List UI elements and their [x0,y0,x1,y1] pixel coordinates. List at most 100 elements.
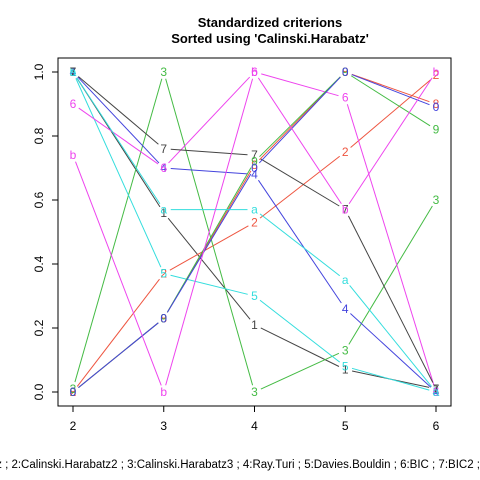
series-segment-b [348,77,433,205]
data-point-3: 3 [70,382,77,396]
data-point-b: b [160,385,167,399]
data-point-4: 4 [433,385,440,399]
series-segment-3 [74,78,163,383]
series-segment-4 [77,76,160,164]
data-point-8: 8 [70,385,77,399]
axes: 2 3 4 5 60.00.20.40.60.81.0 [32,63,439,433]
x-tick-label: 2 [70,419,77,433]
chart-title-line1: Standardized criterions [198,15,342,30]
data-point-7: 7 [433,382,440,396]
data-point-6: 6 [70,97,77,111]
data-point-8: 8 [342,65,349,79]
x-tick-label: 4 [251,419,258,433]
data-point-a: a [342,273,349,287]
data-point-6: 6 [251,65,258,79]
data-point-8: 8 [251,158,258,172]
series-segment-5 [170,274,248,295]
data-point-b: b [251,65,258,79]
y-tick-label: 0.8 [32,127,46,144]
series-segment-7 [260,158,340,207]
series-segment-0 [166,173,252,313]
data-point-1: 1 [251,318,258,332]
series-segment-5 [259,299,341,363]
chart-footer: 1:Calinski.Harabatz ; 2:Calinski.Harabat… [0,459,480,471]
data-point-7: 7 [342,203,349,217]
series-segment-4 [170,167,248,175]
series-segment-3 [260,352,340,390]
data-point-3: 3 [433,193,440,207]
data-point-5: 5 [160,267,167,281]
series-segment-6 [78,107,159,165]
data-point-1: 1 [160,206,167,220]
data-point-4: 4 [342,302,349,316]
x-tick-label: 6 [433,419,440,433]
data-point-a: a [160,203,167,217]
y-tick-label: 0.6 [32,191,46,208]
data-point-6: 6 [342,91,349,105]
data-point-9: 9 [70,385,77,399]
series-segment-b [257,77,342,205]
series-segment-b [75,161,162,386]
series-segment-b [165,78,254,386]
data-point-0: 0 [70,385,77,399]
data-point-3: 3 [342,343,349,357]
series-segment-9 [350,75,431,127]
series-segment-a [349,285,432,387]
data-point-0: 0 [160,311,167,325]
data-point-7: 7 [251,148,258,162]
data-point-3: 3 [251,385,258,399]
data-point-5: 5 [70,65,77,79]
series-segment-6 [261,73,339,97]
series-segment-7 [78,76,159,145]
data-point-b: b [70,148,77,162]
data-point-a: a [70,65,77,79]
series-segment-2 [169,225,249,271]
series-segment-6 [346,104,435,386]
chart-title-line2: Sorted using 'Calinski.Harabatz' [171,31,369,46]
series-segment-2 [350,79,431,148]
data-point-8: 8 [160,311,167,325]
data-point-4: 4 [70,65,77,79]
series-lines [74,73,435,391]
data-point-4: 4 [160,161,167,175]
data-point-2: 2 [433,68,440,82]
data-point-6: 6 [433,385,440,399]
data-point-0: 0 [251,161,258,175]
data-point-5: 5 [433,385,440,399]
data-point-b: b [433,65,440,79]
y-tick-label: 1.0 [32,63,46,80]
series-segment-8 [351,73,430,103]
data-point-9: 9 [160,311,167,325]
x-tick-label: 3 [160,419,167,433]
data-point-5: 5 [342,359,349,373]
y-tick-label: 0.4 [32,255,46,272]
data-point-0: 0 [342,65,349,79]
series-segment-4 [350,313,432,388]
series-segment-5 [351,367,430,391]
data-point-a: a [433,385,440,399]
data-point-9: 9 [251,155,258,169]
data-point-5: 5 [251,289,258,303]
x-tick-label: 5 [342,419,349,433]
series-segment-1 [260,327,340,367]
y-tick-label: 0.0 [32,383,46,400]
data-point-1: 1 [433,382,440,396]
data-point-7: 7 [70,65,77,79]
series-segment-9 [259,76,341,158]
data-point-9: 9 [342,65,349,79]
data-point-7: 7 [160,142,167,156]
data-point-9: 9 [433,123,440,137]
series-segment-7 [347,215,434,383]
series-segment-a [259,213,341,277]
series-segment-0 [351,74,430,106]
data-point-8: 8 [433,97,440,111]
series-segment-6 [168,76,251,164]
series-segment-4 [258,179,342,304]
series-segment-0 [258,76,341,164]
series-segment-a [76,77,161,205]
data-point-4: 4 [251,167,258,181]
data-point-2: 2 [342,145,349,159]
data-point-1: 1 [70,65,77,79]
